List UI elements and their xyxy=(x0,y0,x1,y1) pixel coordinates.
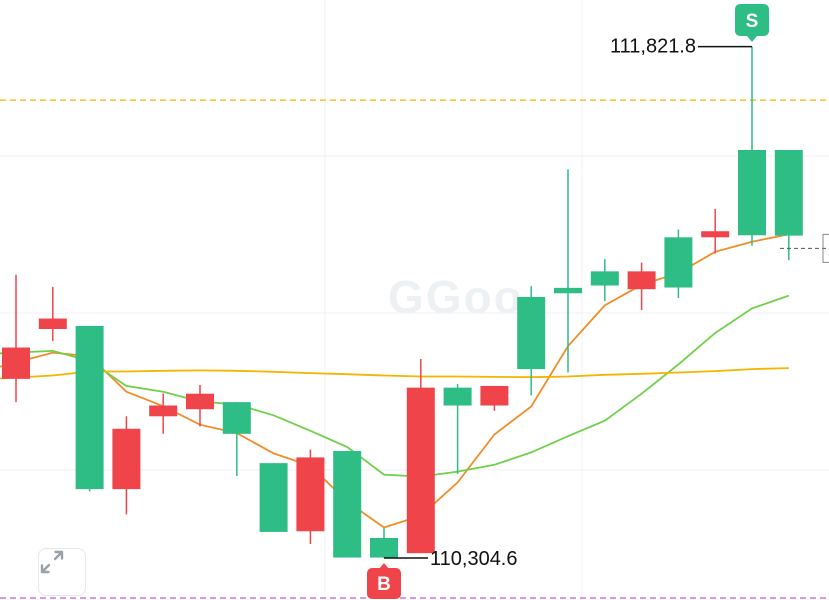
high-price-label: 111,821.8 xyxy=(610,36,696,58)
candle-body xyxy=(112,428,141,490)
sell-marker-pointer xyxy=(747,36,757,42)
candle-body xyxy=(406,387,435,554)
candle-body xyxy=(222,402,251,434)
candle-body xyxy=(627,271,656,290)
low-price-label: 110,304.6 xyxy=(430,548,518,570)
moving-average-line xyxy=(0,233,789,529)
expand-button[interactable] xyxy=(38,548,86,596)
buy-marker-pointer xyxy=(379,563,389,569)
watermark-logo: GGoo xyxy=(388,271,524,323)
candle-body xyxy=(517,296,546,370)
candle-body xyxy=(75,325,104,490)
candle-body xyxy=(443,387,472,406)
candle-body xyxy=(296,457,325,532)
candle-body xyxy=(554,287,582,294)
buy-marker xyxy=(367,568,401,599)
candle-body xyxy=(2,347,30,379)
candle-body xyxy=(38,318,67,329)
sell-marker xyxy=(735,4,769,36)
price-tag-edge xyxy=(822,233,829,263)
moving-average-line xyxy=(0,367,789,380)
candle-body xyxy=(149,405,178,417)
sell-marker-label: S xyxy=(746,11,759,32)
buy-marker-label: B xyxy=(377,574,391,595)
candle-body xyxy=(738,150,766,236)
candle-body xyxy=(774,150,803,236)
expand-icon xyxy=(40,550,64,574)
candle-body xyxy=(701,231,730,238)
candle-body xyxy=(590,271,619,286)
candle-body xyxy=(480,385,509,406)
candle-body xyxy=(259,463,288,532)
moving-average-line xyxy=(0,294,790,478)
candle-body xyxy=(664,237,693,288)
candle-body xyxy=(370,537,398,558)
candle-body xyxy=(333,451,362,558)
candle-body xyxy=(186,393,214,410)
